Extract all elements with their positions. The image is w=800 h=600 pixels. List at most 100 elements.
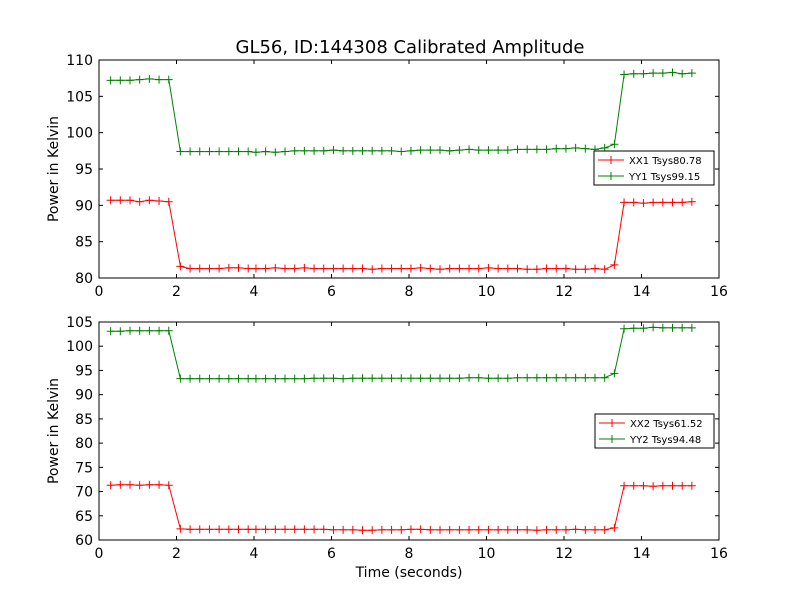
data-point xyxy=(455,374,464,383)
y-tick-label: 100 xyxy=(66,339,93,355)
data-point xyxy=(474,373,483,382)
data-point xyxy=(126,76,134,85)
data-point xyxy=(513,145,522,154)
data-point xyxy=(126,480,134,489)
data-point xyxy=(244,264,253,273)
data-point xyxy=(271,525,280,534)
data-point xyxy=(532,145,541,154)
data-point xyxy=(668,198,677,207)
data-point xyxy=(532,265,541,274)
data-point xyxy=(176,524,185,533)
data-point xyxy=(445,374,454,383)
data-point xyxy=(494,374,503,383)
data-point xyxy=(195,147,204,156)
y-tick-label: 70 xyxy=(75,485,93,501)
data-point xyxy=(639,199,648,208)
data-point xyxy=(687,69,696,78)
data-point xyxy=(205,525,214,534)
data-point xyxy=(176,262,185,271)
data-point xyxy=(600,373,609,382)
data-point xyxy=(658,198,667,207)
data-point xyxy=(176,374,185,383)
data-point xyxy=(591,525,599,534)
data-point xyxy=(436,146,444,155)
data-point xyxy=(610,369,619,378)
data-point xyxy=(571,373,580,382)
data-point xyxy=(271,263,280,272)
data-point xyxy=(658,323,667,332)
data-point xyxy=(561,144,570,153)
data-point xyxy=(126,196,134,205)
legend-marker xyxy=(608,419,616,427)
data-point xyxy=(426,146,435,155)
data-point xyxy=(503,146,512,155)
data-point xyxy=(186,374,195,383)
y-tick-label: 95 xyxy=(75,363,93,379)
y-tick-label: 90 xyxy=(75,388,93,404)
y-tick-label: 105 xyxy=(66,89,93,105)
data-point xyxy=(649,482,658,491)
data-point xyxy=(513,264,522,273)
data-point xyxy=(281,147,289,156)
data-point xyxy=(552,264,561,273)
data-point xyxy=(397,147,406,156)
data-point xyxy=(339,525,348,534)
data-point xyxy=(234,147,243,156)
data-point xyxy=(215,147,224,156)
y-axis-label: Power in Kelvin xyxy=(46,378,62,484)
data-point xyxy=(610,140,619,149)
data-point xyxy=(687,197,696,206)
data-point xyxy=(116,327,125,336)
data-point xyxy=(377,374,386,383)
data-point xyxy=(513,525,522,534)
data-point xyxy=(561,264,570,273)
data-point xyxy=(368,526,377,535)
data-point xyxy=(358,264,367,273)
data-point xyxy=(503,264,512,273)
data-point xyxy=(215,264,224,273)
data-point xyxy=(523,265,532,274)
data-point xyxy=(406,525,415,534)
chart-title: GL56, ID:144308 Calibrated Amplitude xyxy=(236,37,585,58)
y-tick-label: 95 xyxy=(75,162,93,178)
data-point xyxy=(145,74,154,83)
data-point xyxy=(186,525,195,534)
data-point xyxy=(668,481,677,490)
data-point xyxy=(251,148,260,157)
y-tick-label: 105 xyxy=(66,315,93,331)
data-point xyxy=(416,146,425,155)
data-point xyxy=(281,264,289,273)
data-point xyxy=(591,373,599,382)
data-point xyxy=(494,525,503,534)
data-point xyxy=(561,373,570,382)
data-point xyxy=(542,525,551,534)
data-point xyxy=(552,525,561,534)
data-point xyxy=(620,70,629,79)
data-point xyxy=(348,146,357,155)
data-point xyxy=(445,525,454,534)
legend-label: YY2 Tsys94.48 xyxy=(629,435,701,446)
data-point xyxy=(629,69,638,78)
data-point xyxy=(251,525,260,534)
data-point xyxy=(494,264,503,273)
x-tick-label: 16 xyxy=(710,546,728,562)
data-point xyxy=(205,374,214,383)
data-point xyxy=(426,374,435,383)
data-point xyxy=(271,148,280,157)
data-point xyxy=(678,198,687,207)
data-point xyxy=(300,525,309,534)
data-point xyxy=(224,263,233,272)
x-tick-label: 6 xyxy=(327,284,336,300)
data-point xyxy=(649,323,658,332)
data-point xyxy=(164,197,173,206)
data-point xyxy=(639,324,648,333)
x-tick-label: 4 xyxy=(250,284,259,300)
data-point xyxy=(348,525,357,534)
data-point xyxy=(155,196,164,205)
data-point xyxy=(164,481,173,490)
chart-panel-1: 0 2 4 6 8 10 12 14 16 80 85 90 95 100 105 110 Power in K… xyxy=(46,53,728,300)
data-point xyxy=(406,146,415,155)
data-point xyxy=(164,75,173,84)
data-point xyxy=(310,525,319,534)
data-point xyxy=(106,327,115,336)
